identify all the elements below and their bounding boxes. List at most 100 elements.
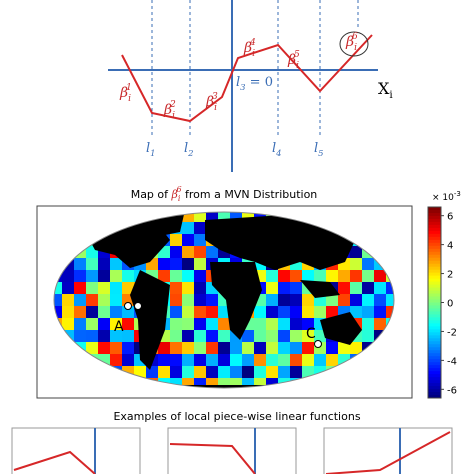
suffix: = 0 bbox=[246, 75, 273, 90]
map-cell bbox=[278, 354, 290, 366]
colorbar-step bbox=[428, 371, 441, 375]
map-cell bbox=[362, 258, 374, 270]
map-cell bbox=[206, 354, 218, 366]
map-cell bbox=[278, 342, 290, 354]
colorbar-step bbox=[428, 275, 441, 280]
colorbar-step bbox=[428, 209, 441, 214]
map-cell bbox=[98, 342, 110, 354]
map-cell bbox=[194, 234, 206, 246]
superscript: 4 bbox=[249, 38, 256, 48]
subscript: i bbox=[128, 94, 131, 104]
subscript: i bbox=[252, 49, 255, 59]
map-title: Map of βi6 from a MVN Distribution bbox=[131, 185, 318, 203]
colorbar-step bbox=[428, 323, 441, 327]
superscript: 1 bbox=[126, 83, 132, 93]
map-cell bbox=[170, 258, 182, 270]
map-cell bbox=[98, 318, 110, 330]
map-cell bbox=[194, 306, 206, 318]
math-label: Xi bbox=[378, 79, 393, 101]
map-cell bbox=[74, 330, 86, 342]
map-cell bbox=[350, 246, 362, 258]
map-cell bbox=[230, 366, 242, 378]
map-cell bbox=[278, 318, 290, 330]
highlight-circle bbox=[339, 31, 369, 57]
map-cell bbox=[86, 306, 98, 318]
plot-frame bbox=[11, 427, 141, 474]
colorbar-step bbox=[428, 341, 441, 345]
map-cell bbox=[62, 306, 74, 318]
math-label: βi3 bbox=[205, 92, 218, 113]
map-cell bbox=[266, 378, 278, 388]
colorbar-step bbox=[428, 350, 441, 354]
map-cell bbox=[218, 378, 230, 388]
colorbar-step bbox=[428, 212, 441, 217]
colorbar-step bbox=[428, 251, 441, 256]
diagram bbox=[108, 0, 378, 172]
colorbar-step bbox=[428, 266, 441, 271]
colorbar-step bbox=[428, 233, 441, 238]
example-line bbox=[169, 443, 256, 474]
map-cell bbox=[86, 294, 98, 306]
map-cell bbox=[182, 318, 194, 330]
map-cell bbox=[54, 306, 62, 318]
colorbar-step bbox=[428, 224, 441, 229]
map-cell bbox=[362, 282, 374, 294]
map-cell bbox=[170, 378, 182, 388]
colorbar-step bbox=[428, 365, 441, 369]
colorbar-step bbox=[428, 302, 441, 306]
colorbar-step bbox=[428, 395, 441, 399]
map-cell bbox=[350, 258, 362, 270]
map-cell bbox=[206, 378, 218, 388]
symbol: β bbox=[119, 85, 128, 101]
colorbar-tick-label: -2 bbox=[447, 327, 457, 338]
map-cell bbox=[194, 354, 206, 366]
colorbar-step bbox=[428, 326, 441, 330]
map-cell bbox=[362, 270, 374, 282]
colorbar-step bbox=[428, 215, 441, 220]
map-cell bbox=[206, 294, 218, 306]
map-cell bbox=[182, 222, 194, 234]
map-cell bbox=[218, 318, 230, 330]
map-cell bbox=[338, 294, 350, 306]
colorbar-step bbox=[428, 374, 441, 378]
map-cell bbox=[122, 330, 134, 342]
map-cell bbox=[386, 282, 394, 294]
point-label: B bbox=[139, 319, 149, 335]
colorbar-step bbox=[428, 278, 441, 283]
colorbar-step bbox=[428, 344, 441, 348]
colorbar-step bbox=[428, 260, 441, 265]
plot-frame bbox=[323, 427, 453, 474]
map-cell bbox=[338, 342, 350, 354]
map-cell bbox=[110, 330, 122, 342]
map-cell bbox=[278, 330, 290, 342]
map-cell bbox=[254, 330, 266, 342]
map-cell bbox=[350, 294, 362, 306]
map-cell bbox=[362, 306, 374, 318]
map-cell bbox=[302, 330, 314, 342]
example-line bbox=[13, 450, 96, 474]
map-cell bbox=[194, 294, 206, 306]
colorbar-step bbox=[428, 329, 441, 333]
map-cell bbox=[230, 342, 242, 354]
colorbar-step bbox=[428, 368, 441, 372]
colorbar-step bbox=[428, 332, 441, 336]
colorbar-step bbox=[428, 386, 441, 390]
map-cell bbox=[194, 318, 206, 330]
colorbar-tick-label: -4 bbox=[447, 356, 457, 367]
title-part: from a MVN Distribution bbox=[182, 188, 318, 201]
symbol: X bbox=[378, 79, 390, 98]
map-cell bbox=[278, 366, 290, 378]
map-cell bbox=[182, 294, 194, 306]
map-cell bbox=[74, 282, 86, 294]
colorbar-step bbox=[428, 287, 441, 292]
piecewise-line bbox=[121, 34, 373, 123]
colorbar-step bbox=[428, 299, 441, 303]
colorbar-step bbox=[428, 383, 441, 387]
map-cell bbox=[62, 270, 74, 282]
map-cell bbox=[182, 330, 194, 342]
map-cell bbox=[134, 366, 146, 378]
superscript: 5 bbox=[294, 50, 300, 60]
map-cell bbox=[122, 342, 134, 354]
map-cell bbox=[182, 246, 194, 258]
map-cell bbox=[290, 270, 302, 282]
